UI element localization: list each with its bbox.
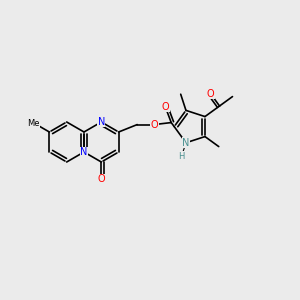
Text: N: N — [98, 117, 105, 127]
Text: N: N — [80, 147, 88, 157]
Text: O: O — [98, 174, 105, 184]
Text: O: O — [207, 89, 214, 99]
Text: H: H — [178, 152, 185, 160]
Text: O: O — [161, 102, 169, 112]
Text: Me: Me — [28, 118, 40, 127]
Text: O: O — [150, 120, 158, 130]
Text: N: N — [182, 138, 190, 148]
